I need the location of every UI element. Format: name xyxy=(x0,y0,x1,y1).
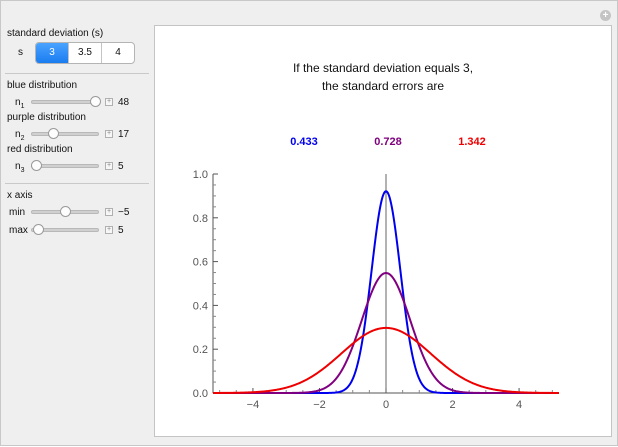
max-slider-thumb[interactable] xyxy=(32,224,44,235)
n1-label: n1 xyxy=(15,97,25,110)
n1-slider[interactable] xyxy=(31,100,99,104)
series-curve-2 xyxy=(213,326,559,394)
x-tick-label: 0 xyxy=(383,399,389,411)
n3-label: n3 xyxy=(15,161,25,174)
y-tick-label: 0.0 xyxy=(193,388,208,400)
stdev-label: standard deviation (s) xyxy=(7,28,104,39)
max-value: 5 xyxy=(118,225,124,236)
x-tick-label: −4 xyxy=(247,399,260,411)
n2-slider[interactable] xyxy=(31,132,99,136)
distribution-chart: 0.0 0.2 0.4 0.6 0.8 1.0 −4 −2 0 2 4 xyxy=(193,169,559,411)
n1-value: 48 xyxy=(118,97,130,108)
plot-title-line1: If the standard deviation equals 3, xyxy=(292,61,474,75)
x-axis-label: x axis xyxy=(7,190,33,201)
n3-value: 5 xyxy=(118,161,124,172)
min-slider-thumb[interactable] xyxy=(60,206,71,217)
divider xyxy=(5,183,149,184)
y-tick-label: 0.4 xyxy=(193,300,208,312)
y-tick-label: 0.8 xyxy=(193,213,208,225)
max-label: max xyxy=(9,225,28,236)
n1-slider-thumb[interactable] xyxy=(89,96,101,107)
series-curve-1 xyxy=(213,271,559,394)
x-tick-label: −2 xyxy=(313,399,326,411)
n3-slider-thumb[interactable] xyxy=(31,160,43,171)
s-label: s xyxy=(18,47,23,58)
y-tick-label: 0.2 xyxy=(193,344,208,356)
n1-expand-icon[interactable]: + xyxy=(105,98,113,106)
n3-expand-icon[interactable]: + xyxy=(105,162,113,170)
controls-panel: standard deviation (s) s 3 3.5 4 blue di… xyxy=(1,1,151,447)
purple-distribution-label: purple distribution xyxy=(7,112,86,123)
max-expand-icon[interactable]: + xyxy=(105,226,113,234)
blue-distribution-label: blue distribution xyxy=(7,80,78,91)
n2-slider-thumb[interactable] xyxy=(48,128,60,139)
min-expand-icon[interactable]: + xyxy=(105,208,113,216)
red-distribution-label: red distribution xyxy=(7,144,73,155)
plot-title-line2: the standard errors are xyxy=(321,79,445,93)
y-tick-label: 0.6 xyxy=(193,257,208,269)
min-value: −5 xyxy=(118,207,130,218)
stdev-option-4[interactable]: 4 xyxy=(115,47,121,58)
se-red: 1.342 xyxy=(458,136,486,148)
divider xyxy=(5,73,149,74)
n2-label: n2 xyxy=(15,129,25,142)
se-purple: 0.728 xyxy=(374,136,402,148)
se-blue: 0.433 xyxy=(290,136,318,148)
stdev-option-3[interactable]: 3 xyxy=(36,43,69,63)
x-tick-label: 2 xyxy=(449,399,455,411)
n2-value: 17 xyxy=(118,129,130,140)
stdev-setter: 3 3.5 4 xyxy=(35,42,135,64)
n2-expand-icon[interactable]: + xyxy=(105,130,113,138)
y-tick-label: 1.0 xyxy=(193,169,208,181)
stdev-option-3.5[interactable]: 3.5 xyxy=(69,43,102,63)
max-slider[interactable] xyxy=(31,228,99,232)
min-label: min xyxy=(9,207,26,218)
plot-area: If the standard deviation equals 3, the … xyxy=(154,25,612,437)
x-tick-label: 4 xyxy=(516,399,522,411)
plus-icon[interactable]: + xyxy=(600,10,611,21)
